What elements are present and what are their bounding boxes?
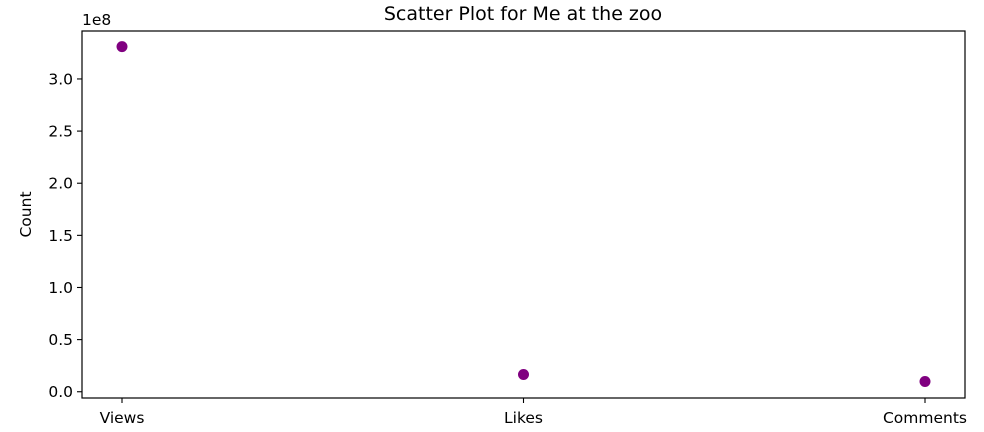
y-tick-label: 1.0 <box>48 279 73 297</box>
x-axis: Views Likes Comments <box>100 398 967 427</box>
x-tick-label: Comments <box>883 409 967 427</box>
y-axis-label: Count <box>17 191 35 237</box>
data-point-views <box>116 41 128 53</box>
data-point-comments <box>919 376 931 388</box>
y-tick-label: 2.0 <box>48 175 73 193</box>
y-axis: 0.0 0.5 1.0 1.5 2.0 2.5 3.0 <box>48 70 82 401</box>
y-axis-offset-label: 1e8 <box>82 11 111 29</box>
y-tick-label: 2.5 <box>48 123 73 141</box>
chart-title: Scatter Plot for Me at the zoo <box>384 3 662 25</box>
plot-area-frame <box>81 30 966 399</box>
data-point-likes <box>518 369 529 381</box>
y-tick-label: 0.0 <box>48 383 73 401</box>
y-tick-label: 0.5 <box>48 331 73 349</box>
data-points <box>116 41 931 388</box>
y-tick-label: 3.0 <box>48 70 73 88</box>
x-tick-label: Views <box>100 409 145 427</box>
x-tick-label: Likes <box>504 409 543 427</box>
y-tick-label: 1.5 <box>48 227 73 245</box>
